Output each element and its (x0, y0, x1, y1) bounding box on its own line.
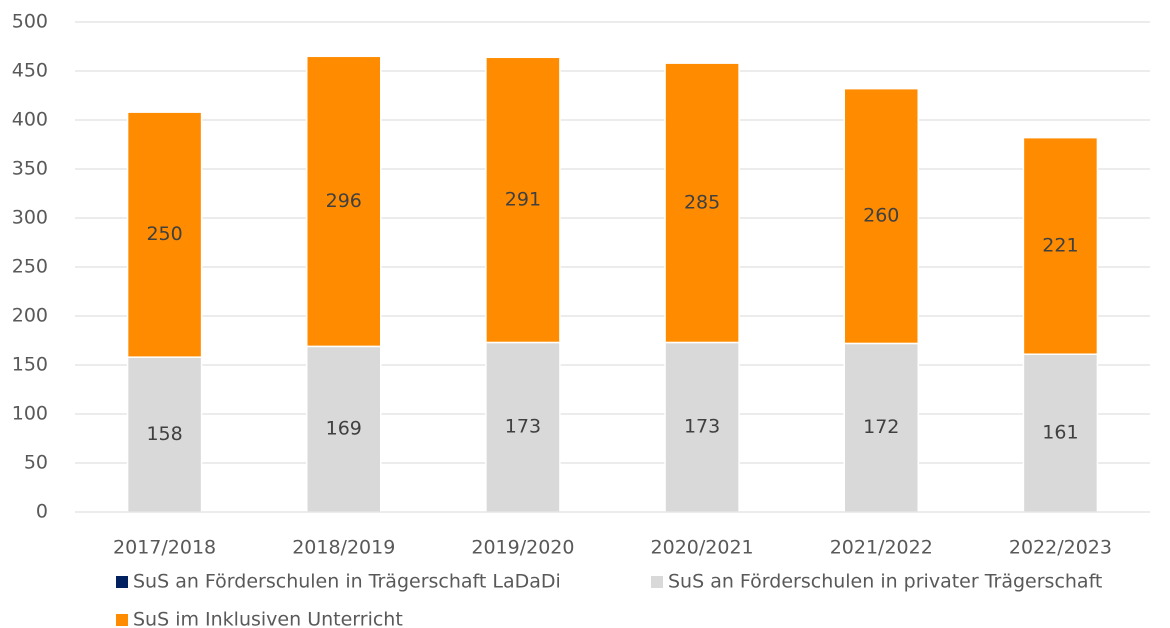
data-label: 291 (505, 188, 541, 210)
y-tick-label: 100 (12, 403, 48, 425)
legend-label: SuS an Förderschulen in Trägerschaft LaD… (133, 571, 561, 593)
bar-segment (843, 87, 919, 345)
bar-segment (664, 62, 740, 344)
data-label: 285 (684, 191, 720, 213)
legend-swatch (651, 576, 663, 588)
bar-segment (1022, 353, 1099, 513)
y-tick-label: 200 (12, 305, 48, 327)
y-tick-label: 150 (12, 354, 48, 376)
y-tick-label: 500 (12, 11, 48, 33)
legend-label: SuS an Förderschulen in privater Trägers… (668, 571, 1102, 593)
y-tick-label: 0 (36, 501, 48, 523)
bar-segment (485, 341, 561, 513)
legend-label: SuS im Inklusiven Unterricht (133, 609, 403, 628)
data-label: 296 (326, 190, 362, 212)
data-label: 173 (505, 416, 541, 438)
x-tick-label: 2022/2023 (1009, 537, 1112, 559)
bar-segment (306, 345, 382, 513)
y-tick-label: 350 (12, 158, 48, 180)
x-tick-label: 2019/2020 (471, 537, 574, 559)
y-tick-label: 300 (12, 207, 48, 229)
bar-segment (126, 111, 203, 358)
x-tick-label: 2021/2022 (830, 537, 933, 559)
x-tick-label: 2017/2018 (113, 537, 216, 559)
legend-swatch (116, 614, 128, 626)
bar-segment (306, 55, 382, 348)
x-tick-label: 2020/2021 (651, 537, 754, 559)
data-label: 173 (684, 416, 720, 438)
bar-segment (843, 342, 919, 513)
y-tick-label: 400 (12, 109, 48, 131)
y-tick-label: 250 (12, 256, 48, 278)
data-label: 172 (863, 416, 899, 438)
data-label: 250 (146, 223, 182, 245)
data-label: 158 (146, 423, 182, 445)
y-tick-label: 450 (12, 60, 48, 82)
data-label: 221 (1042, 234, 1078, 256)
bar-segment (485, 56, 561, 344)
y-tick-label: 50 (24, 452, 48, 474)
bar-segment (1022, 136, 1099, 355)
data-label: 169 (326, 418, 362, 440)
legend-swatch (116, 576, 128, 588)
bar-segment (126, 356, 203, 513)
x-tick-label: 2018/2019 (292, 537, 395, 559)
data-label: 260 (863, 205, 899, 227)
data-label: 161 (1042, 422, 1078, 444)
